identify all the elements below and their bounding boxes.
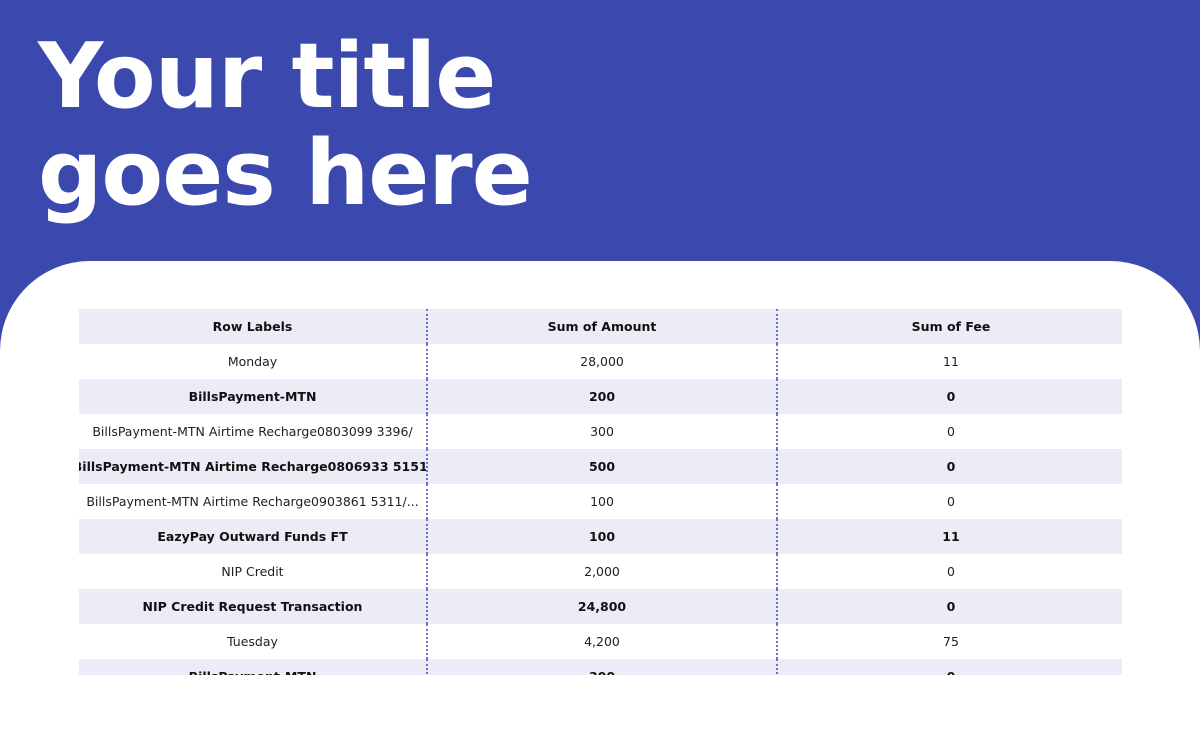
table-row: BillsPayment-MTN 300 0	[79, 659, 1122, 675]
row-label: BillsPayment-MTN Airtime Recharge0803099…	[92, 424, 413, 439]
row-amount: 100	[426, 484, 776, 519]
table-row: BillsPayment-MTN Airtime Recharge0903861…	[79, 484, 1122, 519]
title-line-2: goes here	[38, 121, 533, 226]
row-label: NIP Credit	[221, 564, 284, 579]
table-row: BillsPayment-MTN Airtime Recharge0806933…	[79, 449, 1122, 484]
header-row-labels: Row Labels	[212, 319, 293, 334]
page-title: Your title goes here	[38, 28, 598, 222]
row-amount: 500	[426, 449, 776, 484]
table-row: BillsPayment-MTN 200 0	[79, 379, 1122, 414]
table-row: NIP Credit Request Transaction 24,800 0	[79, 589, 1122, 624]
row-label: Monday	[227, 354, 278, 369]
row-amount: 24,800	[426, 589, 776, 624]
row-label: BillsPayment-MTN	[188, 389, 317, 404]
row-label: Tuesday	[227, 634, 278, 649]
table-header-row: Row Labels Sum of Amount Sum of Fee	[79, 309, 1122, 344]
title-line-1: Your title	[38, 24, 496, 129]
row-fee: 75	[776, 624, 1122, 659]
header-sum-of-fee: Sum of Fee	[776, 309, 1122, 344]
table-row: Tuesday 4,200 75	[79, 624, 1122, 659]
row-amount: 200	[426, 379, 776, 414]
row-amount: 300	[426, 414, 776, 449]
row-label: BillsPayment-MTN Airtime Recharge0903861…	[86, 494, 419, 509]
table-row: BillsPayment-MTN Airtime Recharge0803099…	[79, 414, 1122, 449]
row-fee: 0	[776, 379, 1122, 414]
header-sum-of-amount: Sum of Amount	[426, 309, 776, 344]
row-amount: 100	[426, 519, 776, 554]
row-amount: 300	[426, 659, 776, 675]
pivot-table: Row Labels Sum of Amount Sum of Fee Mond…	[79, 309, 1122, 675]
table-row: Monday 28,000 11	[79, 344, 1122, 379]
row-amount: 28,000	[426, 344, 776, 379]
table-row: NIP Credit 2,000 0	[79, 554, 1122, 589]
row-fee: 0	[776, 414, 1122, 449]
row-fee: 11	[776, 344, 1122, 379]
row-fee: 0	[776, 659, 1122, 675]
row-fee: 0	[776, 449, 1122, 484]
row-label: NIP Credit Request Transaction	[142, 599, 363, 614]
row-fee: 0	[776, 554, 1122, 589]
row-fee: 11	[776, 519, 1122, 554]
row-label: BillsPayment-MTN	[79, 659, 426, 675]
table-row: EazyPay Outward Funds FT 100 11	[79, 519, 1122, 554]
row-amount: 4,200	[426, 624, 776, 659]
row-label: EazyPay Outward Funds FT	[157, 529, 348, 544]
row-fee: 0	[776, 589, 1122, 624]
row-label: BillsPayment-MTN Airtime Recharge0806933…	[79, 459, 426, 474]
row-amount: 2,000	[426, 554, 776, 589]
row-fee: 0	[776, 484, 1122, 519]
